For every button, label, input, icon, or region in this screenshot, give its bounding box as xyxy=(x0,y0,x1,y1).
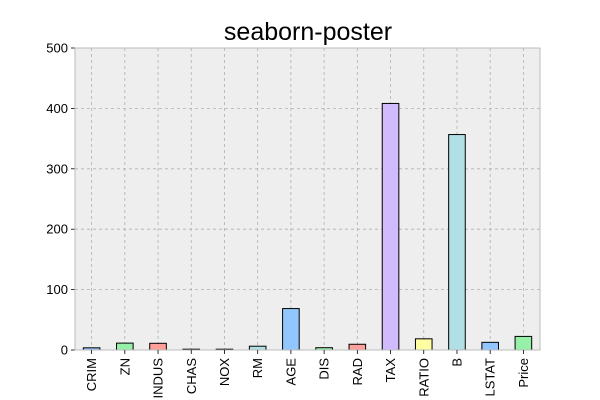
plot-background xyxy=(75,48,540,350)
bar-lstat xyxy=(481,341,499,351)
x-tick-label: LSTAT xyxy=(483,358,498,397)
x-tick-label: NOX xyxy=(217,358,232,387)
x-tick-label: AGE xyxy=(283,358,298,386)
x-tick-label: INDUS xyxy=(151,358,166,399)
x-tick-label: RAD xyxy=(350,358,365,385)
y-tick-label: 300 xyxy=(46,161,68,176)
bar-zn xyxy=(116,342,134,351)
chart-title: seaborn-poster xyxy=(224,18,392,46)
x-tick-label: RATIO xyxy=(416,358,431,397)
x-tick-label: TAX xyxy=(383,358,398,383)
y-tick-label: 0 xyxy=(61,343,68,358)
y-tick-label: 400 xyxy=(46,101,68,116)
bar-b xyxy=(448,134,466,351)
bar-price xyxy=(514,335,533,351)
y-tick-label: 500 xyxy=(46,41,68,56)
bar-rm xyxy=(248,345,267,351)
plot-frame xyxy=(74,47,541,351)
x-tick-label: Price xyxy=(516,358,531,388)
x-tick-label: DIS xyxy=(317,358,332,380)
plot-area: 0 100 200 300 400 500 CRIM ZN INDUS CHAS NOX RM AGE D… xyxy=(46,41,541,399)
y-tick-label: 200 xyxy=(46,222,68,237)
bar-indus xyxy=(149,342,167,351)
x-tick-label: CHAS xyxy=(184,358,199,394)
bar-age xyxy=(282,308,300,351)
x-tick-label: ZN xyxy=(117,358,132,375)
bar-tax xyxy=(381,102,400,351)
bar-ratio xyxy=(414,338,433,351)
bar-rad xyxy=(348,343,367,351)
x-tick-label: B xyxy=(449,358,464,367)
x-tick-label: CRIM xyxy=(84,358,99,391)
x-tick-label: RM xyxy=(250,358,265,378)
y-tick-label: 100 xyxy=(46,282,68,297)
